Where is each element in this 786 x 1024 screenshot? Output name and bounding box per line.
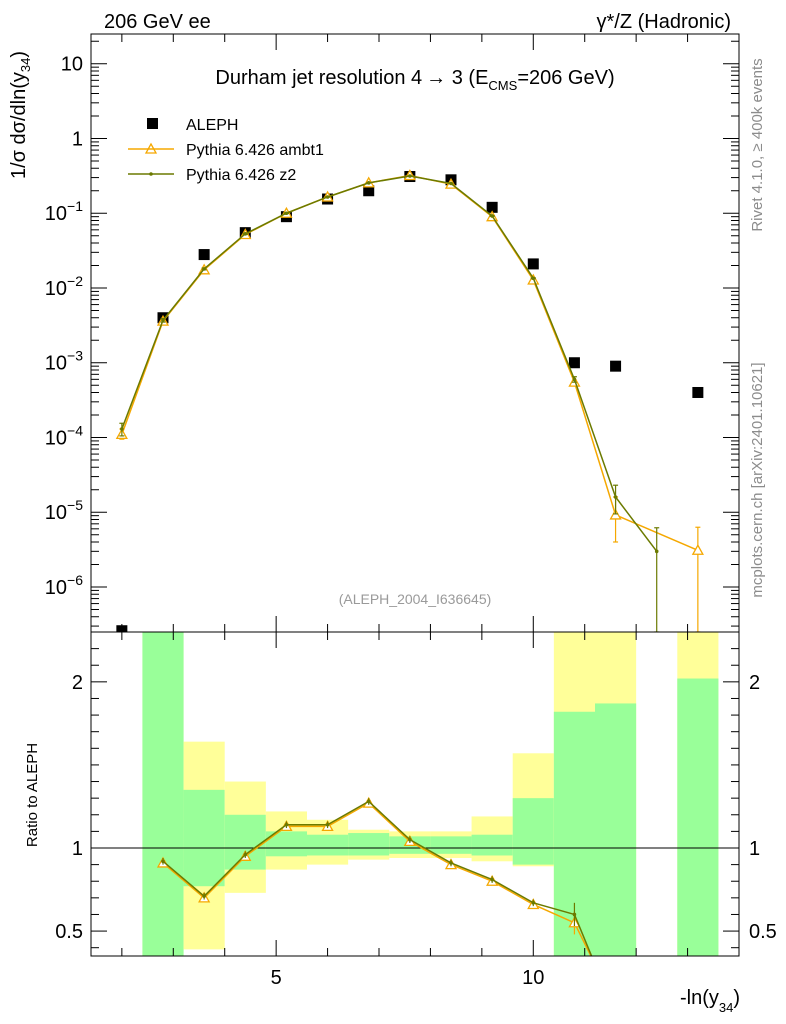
main-y-tick-label: 10 <box>61 54 83 76</box>
ratio-z2-line <box>162 800 593 956</box>
legend-label-z2: Pythia 6.426 z2 <box>186 167 296 184</box>
ratio-y-tick-label-right: 1 <box>749 838 760 860</box>
z2-data-point <box>161 318 165 323</box>
aleph-data-point <box>198 249 210 261</box>
z2-data-point <box>284 211 289 216</box>
x-axis-label: -ln(y34) <box>680 987 740 1015</box>
ratio-z2-point <box>449 861 453 865</box>
ratio-y-tick-label-left: 0.5 <box>55 921 83 943</box>
stat-band <box>512 798 554 865</box>
z2-data-point <box>531 276 536 281</box>
z2-data-point <box>613 495 618 499</box>
ratio-z2-point <box>366 799 371 804</box>
ratio-z2-point <box>531 901 536 905</box>
ratio-y-tick-label-right: 2 <box>749 672 760 694</box>
stat-band <box>677 678 719 956</box>
ratio-z2-point <box>408 837 412 842</box>
stat-band <box>430 836 472 854</box>
aleph-data-point <box>116 625 128 632</box>
main-y-tick-label: 10−1 <box>45 198 83 225</box>
ambt1-data-point <box>691 543 704 555</box>
z2-data-point <box>572 377 577 382</box>
ratio-z2-point <box>490 877 494 882</box>
main-y-tick-label: 10−5 <box>45 497 83 524</box>
legend-marker-z2 <box>149 172 153 176</box>
ratio-z2-point <box>202 894 206 898</box>
x-tick-label: 10 <box>522 967 544 989</box>
stat-band <box>471 834 513 856</box>
ratio-panel: 0.5 0.5 1 1 2 2 5 10 Ratio to ALEPH -ln(y34) <box>24 631 777 1015</box>
legend-label-ambt1: Pythia 6.426 ambt1 <box>186 142 324 159</box>
aleph-data-point <box>610 360 622 372</box>
stat-band <box>348 833 390 856</box>
ratio-series <box>156 796 593 956</box>
main-y-label: 1/σ dσ/dln(y34) <box>8 51 33 179</box>
z2-line <box>121 175 658 552</box>
aleph-data-point <box>692 386 704 398</box>
ratio-y-tick-label-right: 0.5 <box>749 921 777 943</box>
ratio-z2-point <box>572 912 577 917</box>
main-y-ticks: 10 1 10−1 10−2 10−3 10−4 10−5 10−6 <box>45 34 739 632</box>
ratio-frame <box>90 631 740 957</box>
ratio-ambt1-line <box>162 802 592 956</box>
main-y-tick-label: 10−4 <box>45 422 83 449</box>
aleph-data-point <box>568 357 580 369</box>
aleph-data-point <box>363 185 375 197</box>
z2-data-point <box>202 267 206 271</box>
legend-marker-aleph <box>147 118 158 129</box>
stat-band <box>595 703 637 956</box>
mcplots-label: mcplots.cern.ch [arXiv:2401.10621] <box>749 362 766 597</box>
aleph-data-point <box>527 258 539 270</box>
stat-band <box>224 814 266 870</box>
legend-marker-ambt1 <box>144 142 158 154</box>
main-panel: 10 1 10−1 10−2 10−3 10−4 10−5 10−6 Durham jet r… <box>8 33 740 633</box>
main-y-tick-label: 10−3 <box>45 348 83 375</box>
z2-data-point <box>654 549 659 554</box>
main-y-tick-label: 10−2 <box>45 273 83 300</box>
stat-band <box>142 632 184 956</box>
z2-data-point <box>325 195 330 199</box>
ratio-z2-point <box>243 852 248 857</box>
ratio-z2-point <box>161 859 165 864</box>
ratio-y-label: Ratio to ALEPH <box>24 743 41 847</box>
stat-band <box>307 834 349 856</box>
z2-data-point <box>408 174 412 178</box>
z2-data-point <box>449 181 453 186</box>
ratio-z2-point <box>284 822 289 827</box>
main-y-tick-label: 10−6 <box>45 572 83 599</box>
x-tick-label: 5 <box>271 967 282 989</box>
analysis-label: (ALEPH_2004_I636645) <box>339 591 492 607</box>
ratio-y-tick-label-left: 1 <box>72 838 83 860</box>
ratio-bands <box>91 632 739 956</box>
header-right: γ*/Z (Hadronic) <box>597 11 731 33</box>
z2-data-point <box>490 214 494 218</box>
z2-data-point <box>243 232 248 236</box>
z2-data-point <box>120 427 124 431</box>
ratio-z2-point <box>325 822 330 827</box>
ratio-ticks: 0.5 0.5 1 1 2 2 5 10 <box>55 632 777 989</box>
stat-band <box>183 789 225 887</box>
legend-label-aleph: ALEPH <box>186 117 238 134</box>
header-left: 206 GeV ee <box>104 11 211 33</box>
main-y-tick-label: 1 <box>72 128 83 150</box>
legend: ALEPH Pythia 6.426 ambt1 Pythia 6.426 z2 <box>128 117 324 184</box>
rivet-label: Rivet 4.1.0, ≥ 400k events <box>749 58 766 231</box>
z2-data-point <box>366 181 371 185</box>
aleph-data-point <box>486 201 498 213</box>
ratio-y-tick-label-left: 2 <box>72 672 83 694</box>
main-title: Durham jet resolution 4 → 3 (ECMS=206 GeV… <box>215 67 614 93</box>
main-series <box>115 169 704 632</box>
